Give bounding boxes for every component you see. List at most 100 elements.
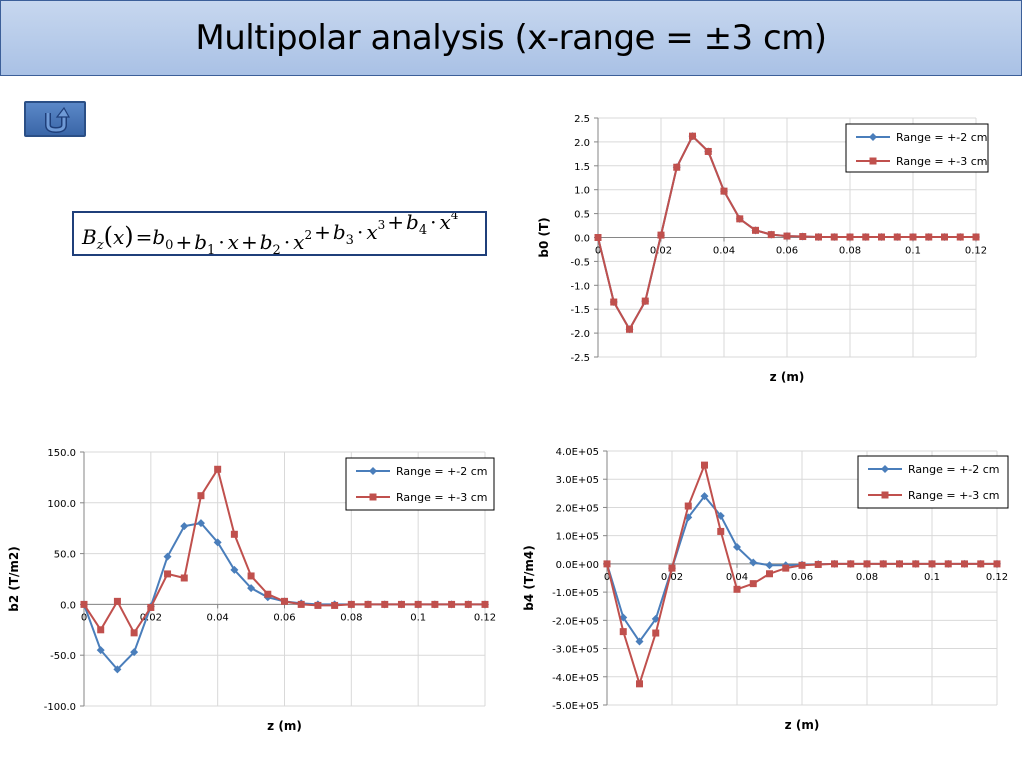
data-point [230, 530, 238, 538]
y-tick-label: 0.0 [60, 600, 76, 611]
data-point [364, 600, 372, 608]
data-point [878, 233, 885, 241]
series-2 [594, 132, 980, 333]
data-point [247, 572, 255, 580]
legend-marker [881, 491, 889, 499]
series-2 [603, 461, 1001, 688]
data-point [626, 325, 633, 333]
y-tick-label: -3.0E+05 [552, 645, 599, 656]
y-tick-label: 1.5 [574, 162, 590, 173]
y-tick-label: 150.0 [47, 448, 76, 459]
x-tick-label: 0.06 [776, 246, 798, 257]
y-tick-label: 0.0E+00 [556, 560, 599, 571]
data-point [147, 603, 155, 611]
y-tick-label: 0.0 [574, 234, 590, 245]
data-point [879, 560, 887, 568]
data-point [281, 597, 288, 605]
x-tick-label: 0.1 [410, 612, 426, 623]
legend-marker [869, 133, 877, 141]
y-tick-label: 0.5 [574, 210, 590, 221]
title-bar: Multipolar analysis (x-range = ±3 cm) [0, 0, 1022, 76]
data-point [782, 564, 790, 572]
data-point [704, 147, 712, 155]
data-point [752, 226, 759, 234]
data-point [912, 560, 920, 568]
x-tick-label: 0.04 [713, 246, 735, 257]
y-tick-label: -2.0E+05 [552, 616, 599, 627]
data-point [619, 628, 627, 636]
legend: Range = +-2 cm Range = +-3 cm [345, 457, 495, 511]
data-point [684, 502, 692, 510]
data-point [635, 637, 644, 646]
y-tick-label: -5.0E+05 [552, 701, 599, 712]
legend-marker [369, 467, 377, 475]
data-point [846, 233, 854, 241]
data-point [689, 132, 696, 140]
formula-box: Bz(x) =b0 + b1 · x + b2 · x2 + b3 · x3 + b4 · x4 [72, 211, 487, 258]
x-tick-label: 0 [595, 246, 601, 257]
x-axis-title: z (m) [267, 719, 302, 733]
data-point [96, 646, 105, 655]
data-point [314, 601, 322, 609]
data-point [603, 560, 611, 568]
data-point [684, 513, 693, 522]
data-point [749, 580, 757, 588]
x-tick-label: 0.08 [839, 246, 861, 257]
data-point [130, 629, 138, 637]
formula-text: Bz(x) =b0 + b1 · x + b2 · x2 + b3 · x3 + b4 · x4 [81, 213, 459, 258]
data-point [733, 585, 741, 593]
x-axis-title: z (m) [785, 718, 820, 732]
data-point [213, 538, 222, 547]
x-tick-label: 0.08 [856, 572, 878, 583]
data-point [230, 565, 239, 574]
data-point [652, 629, 660, 637]
polynomial-formula: Bz(x) =b0 + b1 · x + b2 · x2 + b3 · x3 + b4 · x4 [81, 213, 459, 258]
chart-b0: 2.5 2.0 1.5 1.0 0.5 0.0 -0.5 -1.0 -1.5 -2.0 -2.5 0 0… [530, 108, 1000, 397]
data-point [673, 163, 681, 171]
data-point [214, 465, 222, 473]
y-tick-label: -4.0E+05 [552, 673, 599, 684]
data-point [893, 233, 901, 241]
x-tick-label: 0 [604, 572, 610, 583]
data-point [798, 561, 806, 569]
data-point [80, 600, 88, 608]
data-point [863, 560, 871, 568]
y-tick-label: 2.0 [574, 138, 590, 149]
data-point [720, 187, 728, 195]
data-point [814, 560, 822, 568]
y-tick-label: -1.0 [570, 281, 590, 292]
data-point [163, 552, 172, 561]
data-point [993, 560, 1001, 568]
data-point [113, 597, 121, 605]
data-point [164, 570, 172, 578]
data-point [247, 584, 256, 593]
x-tick-label: 0.08 [340, 612, 362, 623]
data-point [414, 600, 422, 608]
data-point [700, 492, 709, 501]
y-axis-title: b4 (T/m4) [522, 545, 536, 611]
data-point [701, 461, 708, 469]
data-point [717, 527, 725, 535]
data-point [862, 233, 870, 241]
data-point [944, 560, 952, 568]
legend: Range = +-2 cm Range = +-3 cm [857, 455, 1009, 509]
x-tick-label: 0.04 [726, 572, 748, 583]
back-button[interactable] [24, 101, 86, 137]
data-point [196, 519, 205, 528]
legend-marker [869, 157, 877, 165]
data-point [180, 574, 188, 582]
legend-label: Range = +-3 cm [908, 489, 1000, 502]
data-point [594, 234, 602, 241]
legend-label: Range = +-2 cm [896, 131, 988, 144]
data-point [347, 600, 355, 608]
data-point [113, 665, 122, 674]
slide-title: Multipolar analysis (x-range = ±3 cm) [195, 18, 827, 58]
data-point [956, 233, 964, 241]
data-point [733, 542, 741, 551]
data-point [736, 215, 744, 223]
data-point [197, 492, 205, 500]
y-tick-label: 2.0E+05 [556, 503, 599, 514]
data-point [972, 233, 980, 241]
data-point [331, 601, 339, 609]
y-tick-label: -50.0 [50, 651, 76, 662]
